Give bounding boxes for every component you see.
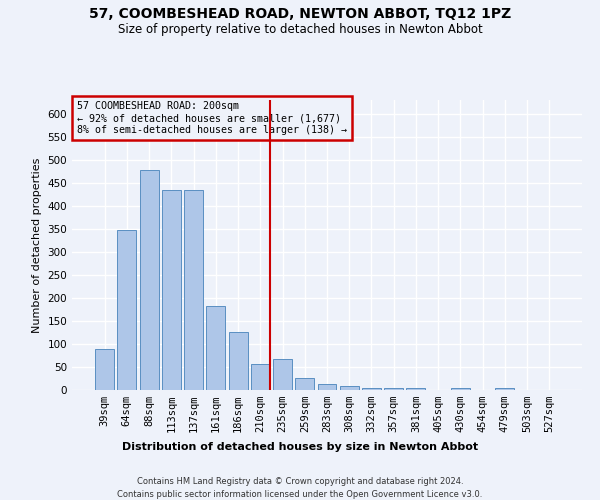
Text: 57 COOMBESHEAD ROAD: 200sqm
← 92% of detached houses are smaller (1,677)
8% of s: 57 COOMBESHEAD ROAD: 200sqm ← 92% of det…: [77, 102, 347, 134]
Bar: [362, 388, 381, 390]
Bar: [273, 358, 292, 390]
Bar: [406, 388, 425, 390]
Bar: [184, 190, 203, 390]
Bar: [295, 378, 314, 390]
Text: Contains HM Land Registry data © Crown copyright and database right 2024.: Contains HM Land Registry data © Crown c…: [137, 478, 463, 486]
Bar: [451, 388, 470, 390]
Bar: [384, 388, 403, 390]
Bar: [206, 306, 225, 390]
Bar: [251, 364, 270, 390]
Bar: [340, 386, 359, 390]
Bar: [229, 332, 248, 390]
Bar: [317, 384, 337, 390]
Y-axis label: Number of detached properties: Number of detached properties: [32, 158, 42, 332]
Bar: [95, 350, 114, 390]
Text: Distribution of detached houses by size in Newton Abbot: Distribution of detached houses by size …: [122, 442, 478, 452]
Bar: [496, 388, 514, 390]
Bar: [140, 170, 158, 390]
Bar: [118, 230, 136, 390]
Text: Size of property relative to detached houses in Newton Abbot: Size of property relative to detached ho…: [118, 22, 482, 36]
Bar: [162, 190, 181, 390]
Text: 57, COOMBESHEAD ROAD, NEWTON ABBOT, TQ12 1PZ: 57, COOMBESHEAD ROAD, NEWTON ABBOT, TQ12…: [89, 8, 511, 22]
Text: Contains public sector information licensed under the Open Government Licence v3: Contains public sector information licen…: [118, 490, 482, 499]
